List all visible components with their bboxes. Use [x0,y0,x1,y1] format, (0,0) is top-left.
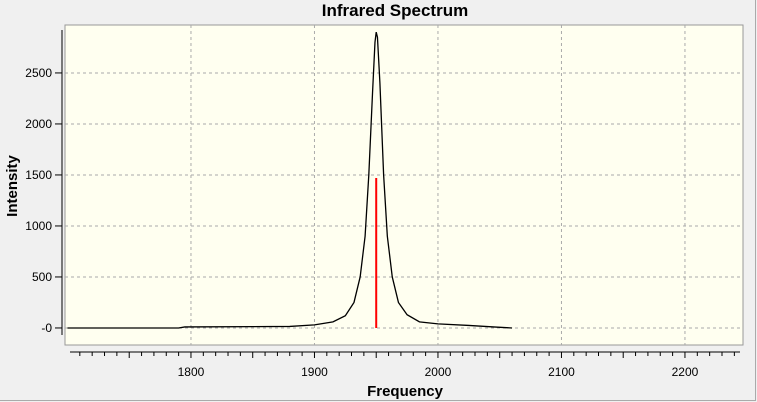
x-ticks: 1800 1900 2000 2100 2200 [79,352,735,379]
y-tick-label: 1000 [25,219,52,233]
y-tick-label: 1500 [25,168,52,182]
x-tick-label: 2100 [548,365,575,379]
x-tick-label: 2200 [672,365,699,379]
series-layer [67,31,513,329]
grid [65,25,743,345]
y-ticks: -0 500 1000 1500 2000 2500 [25,66,62,335]
y-tick-label: 500 [32,270,52,284]
chart-title: Infrared Spectrum [322,1,468,20]
plot-area [64,24,744,346]
y-tick-label: 2500 [25,66,52,80]
x-axis-label: Frequency [367,383,444,400]
y-tick-label: 2000 [25,117,52,131]
x-tick-label: 2000 [425,365,452,379]
series-spectrum [67,31,513,329]
x-tick-label: 1800 [178,365,205,379]
y-tick-label: -0 [41,321,52,335]
y-axis-label: Intensity [4,155,21,217]
x-tick-label: 1900 [301,365,328,379]
